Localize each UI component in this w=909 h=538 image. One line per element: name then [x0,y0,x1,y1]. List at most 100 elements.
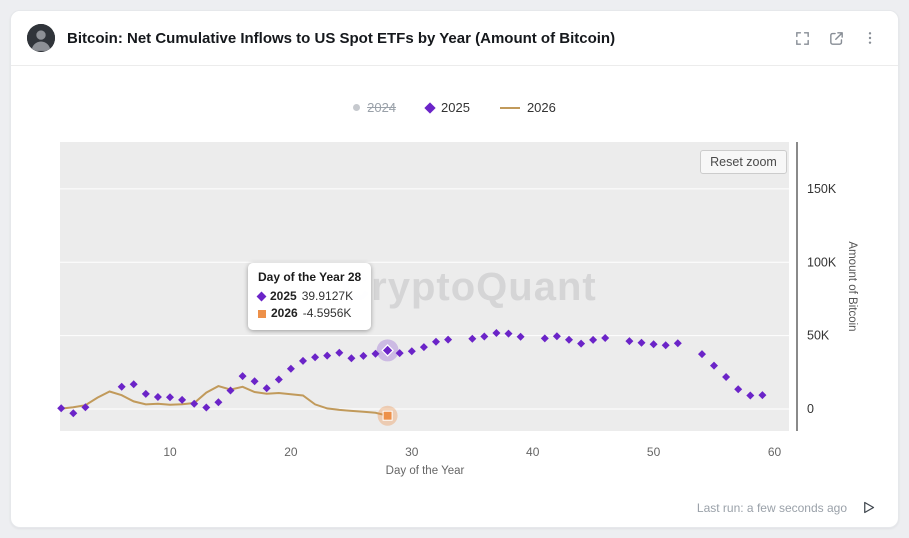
square-marker-icon [258,309,266,318]
data-point[interactable] [347,354,356,363]
legend-label-2026: 2026 [526,100,556,115]
data-point[interactable] [504,329,513,338]
data-point[interactable] [758,391,767,400]
data-point[interactable] [698,350,706,359]
data-point[interactable] [432,337,440,346]
series-line-2026 [61,385,388,417]
data-point[interactable] [250,377,259,386]
tooltip-series-name: 2025 [270,289,297,303]
data-point[interactable] [238,372,247,381]
plot-area[interactable] [60,142,789,431]
last-run-label: Last run: a few seconds ago [696,500,847,515]
y-tick-label: 100K [807,255,837,269]
tooltip-series-value: -4.5956K [302,306,352,320]
diamond-marker-icon [424,101,436,114]
data-point[interactable] [407,347,416,356]
data-point[interactable] [178,395,187,404]
data-point[interactable] [69,409,78,418]
data-point[interactable] [129,380,138,389]
line-marker-icon [499,106,520,109]
kebab-menu-icon [868,32,872,44]
data-point[interactable] [661,341,670,350]
x-tick-label: 30 [405,445,419,459]
legend-item-2026[interactable]: 2026 [499,100,556,115]
data-point[interactable] [625,337,634,346]
data-point[interactable] [214,398,223,407]
data-point[interactable] [419,343,428,352]
x-tick-label: 40 [526,445,540,459]
data-point[interactable] [552,332,561,341]
data-point[interactable] [395,349,404,358]
tooltip-series-value: 39.9127K [301,289,354,303]
card-footer: Last run: a few seconds ago [697,500,876,515]
reset-zoom-button[interactable]: Reset zoom [700,150,787,174]
data-point[interactable] [734,385,743,394]
watermark: CryptoQuant [341,265,596,309]
highlighted-point-2025[interactable] [381,344,394,357]
y-tick-label: 150K [807,182,837,196]
data-point[interactable] [540,334,549,343]
more-options-button[interactable] [858,26,882,50]
data-point[interactable] [371,349,380,358]
run-button[interactable] [861,500,876,515]
legend-item-2025[interactable]: 2025 [424,100,470,115]
data-point[interactable] [262,384,271,393]
data-point[interactable] [299,356,307,365]
data-point[interactable] [359,351,368,360]
data-point[interactable] [335,348,344,357]
data-point[interactable] [311,353,320,362]
data-point[interactable] [444,335,453,344]
data-point[interactable] [57,404,66,413]
open-in-new-button[interactable] [824,26,848,50]
header-actions [790,26,882,50]
data-point[interactable] [286,364,295,373]
legend-label-2025: 2025 [441,100,470,115]
data-point[interactable] [166,393,174,402]
data-point[interactable] [516,332,525,341]
data-point[interactable] [673,339,682,348]
x-axis-title: Day of the Year [386,465,465,477]
data-point[interactable] [81,403,90,412]
data-point[interactable] [202,403,211,412]
x-tick-label: 60 [768,445,782,459]
data-point[interactable] [480,332,489,341]
y-tick-label: 50K [807,329,830,343]
legend-label-2024: 2024 [367,100,397,115]
data-point[interactable] [492,329,501,337]
fullscreen-button[interactable] [790,26,814,50]
avatar-image [27,24,55,52]
data-point[interactable] [468,334,477,343]
legend-item-2024[interactable]: 2024 [353,100,396,115]
data-point[interactable] [565,335,573,344]
data-point[interactable] [323,351,332,360]
data-point[interactable] [117,382,126,391]
card-header: Bitcoin: Net Cumulative Inflows to US Sp… [11,11,898,66]
data-point[interactable] [746,391,755,400]
play-icon [864,501,875,514]
data-point[interactable] [153,393,162,401]
chart-canvas[interactable]: 0 50K 100K 150K 10 20 30 40 50 60 Day of the Year A… [11,11,899,528]
data-point[interactable] [637,338,646,347]
circle-marker-icon [353,104,361,111]
data-point[interactable] [710,361,718,370]
y-tick-label: 0 [807,402,814,416]
data-point[interactable] [141,389,150,398]
data-point[interactable] [226,386,235,395]
tooltip-row-2026: 2026 -4.5956K [258,305,361,322]
y-axis-title: Amount of Bitcoin [846,241,858,331]
chart-card: 0 50K 100K 150K 10 20 30 40 50 60 Day of the Year A… [10,10,899,528]
fullscreen-icon [795,31,809,45]
data-point[interactable] [722,373,731,381]
data-point[interactable] [577,339,586,348]
data-point[interactable] [274,375,283,384]
data-point[interactable] [649,340,658,349]
data-point[interactable] [190,399,199,408]
tooltip-series-name: 2026 [271,306,298,320]
data-point[interactable] [601,334,610,342]
x-tick-label: 50 [647,445,661,459]
x-tick-label: 20 [284,445,298,459]
chart-tooltip: Day of the Year 28 2025 39.9127K 2026 -4… [248,263,372,330]
data-point[interactable] [589,335,598,344]
highlighted-point-2026[interactable] [382,410,393,421]
